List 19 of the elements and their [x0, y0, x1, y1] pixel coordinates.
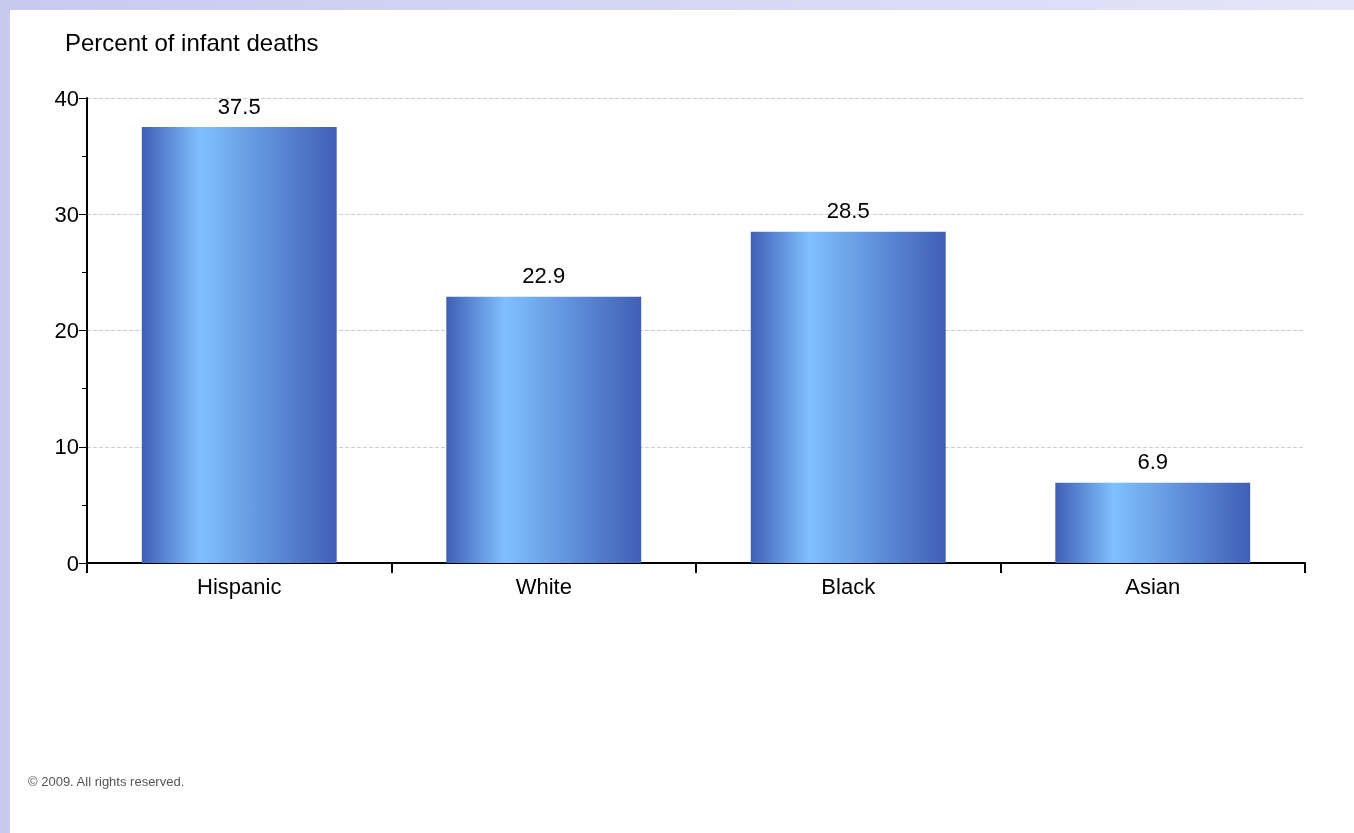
y-tick-label: 0	[66, 550, 79, 576]
data-label: 37.5	[217, 93, 261, 119]
bar	[1055, 482, 1251, 563]
bar	[446, 296, 642, 563]
x-tick-label: White	[515, 573, 572, 599]
x-tick-label: Hispanic	[197, 573, 282, 599]
y-tick-label: 40	[54, 85, 79, 111]
bar	[141, 127, 337, 563]
y-tick-label: 10	[54, 434, 79, 460]
y-axis-title: Percent of infant deaths	[65, 28, 319, 56]
data-label: 28.5	[826, 198, 870, 224]
x-tick-label: Asian	[1125, 573, 1181, 599]
y-tick-label: 30	[54, 201, 79, 227]
data-label: 6.9	[1137, 449, 1169, 475]
data-label: 22.9	[522, 263, 566, 289]
y-tick-label: 20	[54, 318, 79, 343]
text: © 2009. All rights reserved.	[28, 774, 185, 789]
x-tick-label: Black	[821, 573, 877, 599]
bar	[750, 231, 946, 563]
